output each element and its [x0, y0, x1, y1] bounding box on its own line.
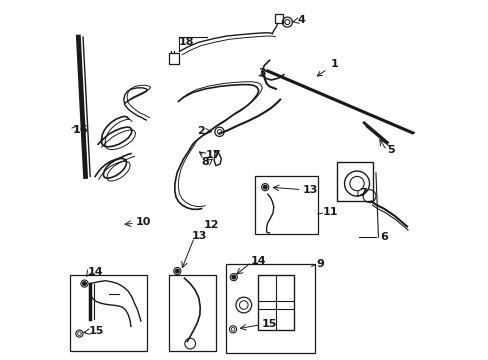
Text: 10: 10	[135, 217, 151, 227]
Text: 9: 9	[315, 259, 323, 269]
Bar	[337, 162, 372, 202]
Text: 2: 2	[197, 126, 205, 136]
Text: 6: 6	[380, 232, 387, 242]
Text: 3: 3	[258, 68, 265, 78]
Circle shape	[231, 275, 235, 279]
Text: 11: 11	[323, 207, 338, 217]
Text: 13: 13	[191, 231, 206, 241]
Text: 7: 7	[358, 188, 366, 198]
Bar	[275, 14, 283, 23]
Text: 12: 12	[203, 220, 219, 230]
Circle shape	[263, 185, 266, 189]
Text: 13: 13	[302, 185, 317, 195]
Text: 16: 16	[72, 125, 88, 135]
Bar	[225, 264, 315, 353]
Text: 18: 18	[179, 37, 194, 47]
Text: 14: 14	[87, 267, 103, 277]
Text: 14: 14	[250, 256, 266, 266]
Bar	[169, 275, 216, 351]
Circle shape	[82, 282, 86, 285]
Text: 4: 4	[297, 15, 305, 25]
Text: 15: 15	[261, 319, 277, 329]
Text: 1: 1	[317, 59, 337, 76]
Bar	[258, 275, 293, 330]
Text: 8: 8	[201, 157, 208, 167]
Text: 15: 15	[89, 326, 104, 336]
Circle shape	[175, 269, 179, 273]
Bar	[169, 53, 179, 64]
Text: 5: 5	[386, 145, 394, 155]
Text: 17: 17	[205, 150, 220, 160]
Bar	[70, 275, 147, 351]
Bar	[255, 176, 317, 234]
